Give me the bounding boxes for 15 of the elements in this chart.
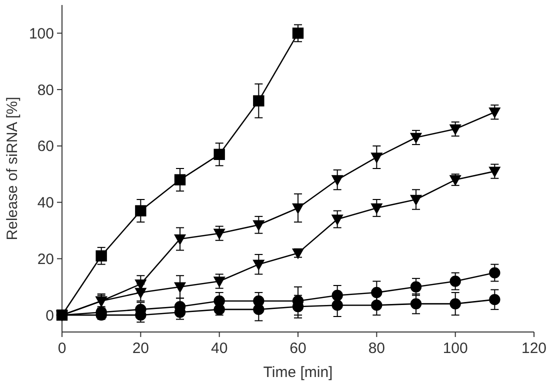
y-tick-label: 80 [37,82,54,99]
x-tick-label: 80 [368,340,386,357]
y-tick-label: 100 [28,25,54,42]
x-tick-label: 40 [210,340,228,357]
y-tick-label: 40 [37,194,54,212]
x-tick-label: 120 [521,340,547,357]
x-tick-label: 60 [290,340,306,357]
y-tick-label: 20 [37,250,54,268]
y-axis-title: Release of siRNA [%] [4,96,21,240]
x-tick-label: 20 [132,340,150,357]
y-tick-label: 0 [46,307,54,324]
x-axis-title: Time [min] [263,364,333,381]
y-tick-label: 60 [37,138,54,156]
x-tick-label: 100 [442,340,468,357]
x-tick-label: 0 [58,340,66,357]
